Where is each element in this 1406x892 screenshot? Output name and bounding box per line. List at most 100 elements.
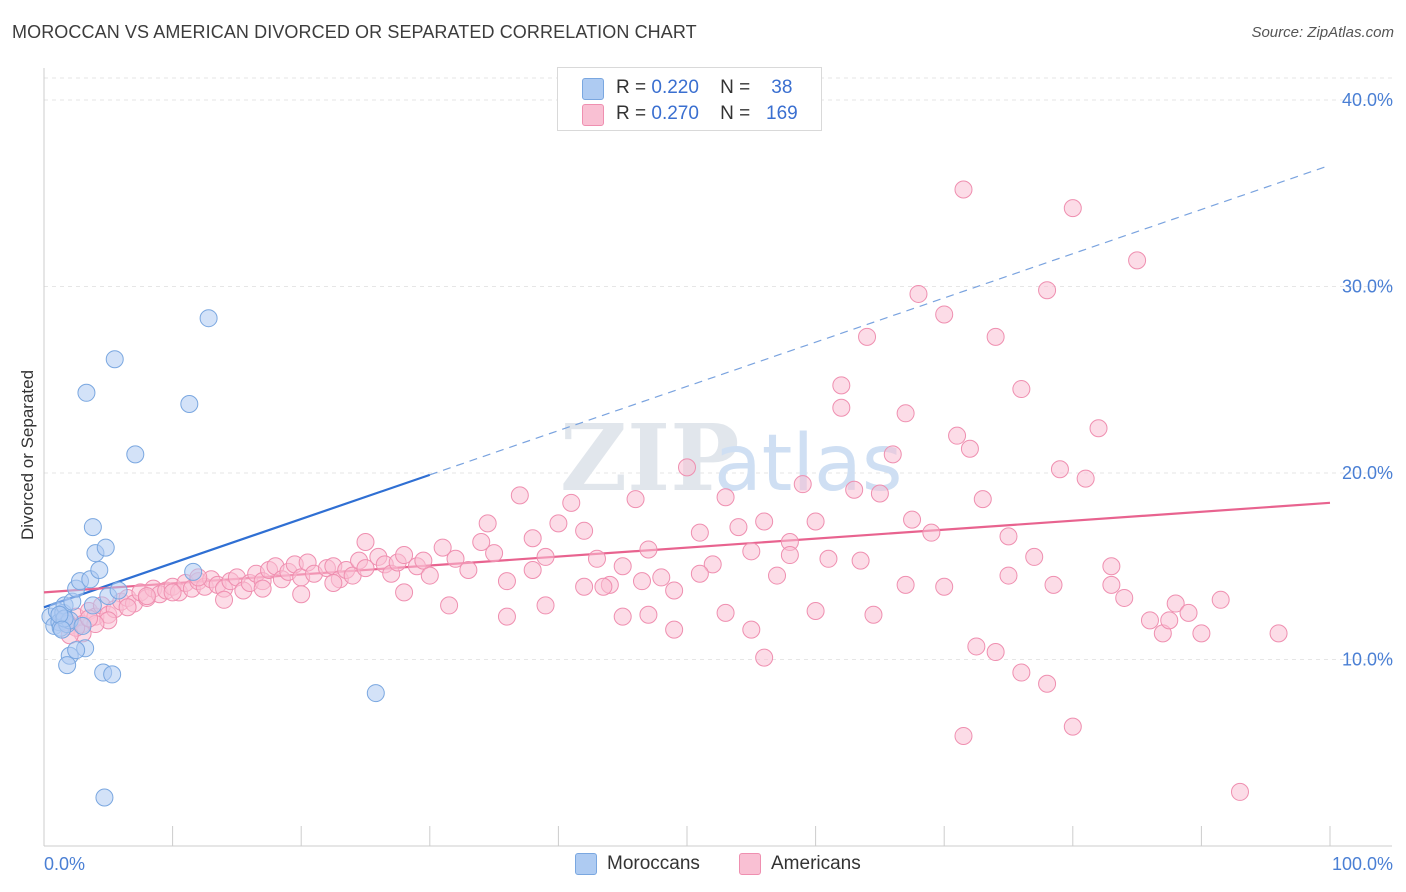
gridlines [44, 77, 1392, 660]
legend-swatch-moroccans [582, 78, 604, 100]
american-point [118, 598, 137, 617]
legend-n-value: 38 [771, 77, 793, 98]
american-point [703, 555, 722, 574]
chart-title: MOROCCAN VS AMERICAN DIVORCED OR SEPARAT… [12, 22, 697, 42]
american-point [742, 620, 761, 639]
american-point [324, 574, 343, 593]
moroccan-point [53, 620, 72, 639]
american-point [632, 572, 651, 591]
american-point [523, 529, 542, 548]
american-point [613, 607, 632, 626]
american-point [510, 486, 529, 505]
american-point [819, 549, 838, 568]
american-point [1063, 717, 1082, 736]
american-point [780, 546, 799, 565]
y-axis-label: Divorced or Separated [18, 370, 37, 540]
moroccan-point [184, 562, 203, 581]
american-point [935, 577, 954, 596]
moroccan-trend-extension [429, 164, 1331, 476]
american-point [1211, 590, 1230, 609]
american-point [858, 327, 877, 346]
american-point [793, 475, 812, 494]
american-point [954, 180, 973, 199]
american-point [163, 583, 182, 602]
american-point [1089, 419, 1108, 438]
american-point [478, 514, 497, 533]
american-point [986, 643, 1005, 662]
legend-r-value: 0.270 [651, 103, 699, 124]
bottom-legend-swatch-americans [739, 853, 761, 875]
american-point [420, 566, 439, 585]
tick-labels: 10.0% 20.0% 30.0% 40.0% 0.0% 100.0% [44, 90, 1393, 874]
american-point [999, 527, 1018, 546]
american-point [626, 490, 645, 509]
american-point [137, 587, 156, 606]
american-point [922, 523, 941, 542]
correlation-legend: R = 0.220 N = 38 R = 0.270 N = 169 [557, 67, 822, 131]
american-point [356, 532, 375, 551]
american-point [665, 620, 684, 639]
american-point [472, 532, 491, 551]
axes [43, 68, 1392, 847]
legend-r-value: 0.220 [651, 77, 699, 98]
american-point [414, 551, 433, 570]
american-point [395, 583, 414, 602]
american-point [1140, 611, 1159, 630]
american-point [755, 648, 774, 667]
american-point [639, 540, 658, 559]
american-point [549, 514, 568, 533]
american-point [356, 559, 375, 578]
bottom-legend-swatch-moroccans [575, 853, 597, 875]
american-point [986, 327, 1005, 346]
american-point [883, 445, 902, 464]
american-point [678, 458, 696, 477]
american-point [440, 596, 459, 615]
american-point [1025, 547, 1044, 566]
american-point [967, 637, 986, 656]
american-point [536, 547, 555, 566]
moroccan-point [50, 605, 69, 624]
moroccan-trend-line [43, 473, 431, 609]
american-point [909, 284, 928, 303]
american-point [973, 490, 992, 509]
moroccan-point [109, 581, 128, 600]
american-point [690, 523, 709, 542]
moroccan-point [96, 538, 115, 557]
american-point [729, 518, 748, 537]
american-point [459, 560, 478, 579]
american-point [755, 512, 774, 531]
american-point [832, 376, 851, 395]
american-point [497, 607, 516, 626]
american-point [575, 577, 594, 596]
american-point [395, 546, 414, 565]
y-tick-label: 30.0% [1342, 276, 1393, 296]
x-tick-label: 0.0% [44, 854, 85, 874]
bottom-legend-label-americans: Americans [771, 853, 861, 874]
american-point [742, 542, 761, 561]
moroccan-point [83, 596, 102, 615]
american-point [999, 566, 1018, 585]
moroccan-point [366, 684, 385, 703]
american-point [1269, 624, 1288, 643]
american-point [851, 551, 870, 570]
moroccan-point [180, 394, 199, 413]
legend-swatch-americans [582, 104, 604, 126]
watermark-zip: ZIP [560, 404, 739, 512]
american-point [864, 605, 883, 624]
moroccan-point [58, 656, 77, 675]
american-point [948, 426, 967, 445]
american-point [690, 564, 709, 583]
legend-n-label: N = [720, 103, 751, 124]
american-point [613, 557, 632, 576]
american-point [1012, 663, 1031, 682]
american-point [870, 484, 889, 503]
american-point [292, 585, 311, 604]
american-point [575, 521, 594, 540]
legend-r-label: R = [616, 103, 647, 124]
american-point [1102, 557, 1121, 576]
american-point [652, 568, 671, 587]
american-point [594, 577, 613, 596]
american-point [960, 439, 979, 458]
moroccan-point [95, 788, 114, 807]
american-point [935, 305, 954, 324]
